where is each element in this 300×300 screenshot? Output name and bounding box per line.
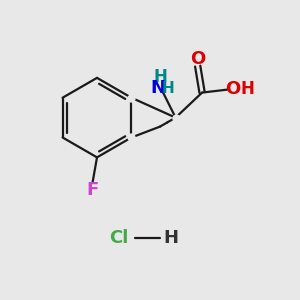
Text: O: O [225, 80, 241, 98]
Text: H: H [154, 68, 168, 86]
Text: H: H [161, 81, 174, 96]
Text: H: H [240, 80, 254, 98]
Text: Cl: Cl [110, 229, 129, 247]
Text: H: H [163, 229, 178, 247]
Text: F: F [86, 181, 99, 199]
Text: O: O [190, 50, 205, 68]
Text: N: N [150, 79, 165, 97]
